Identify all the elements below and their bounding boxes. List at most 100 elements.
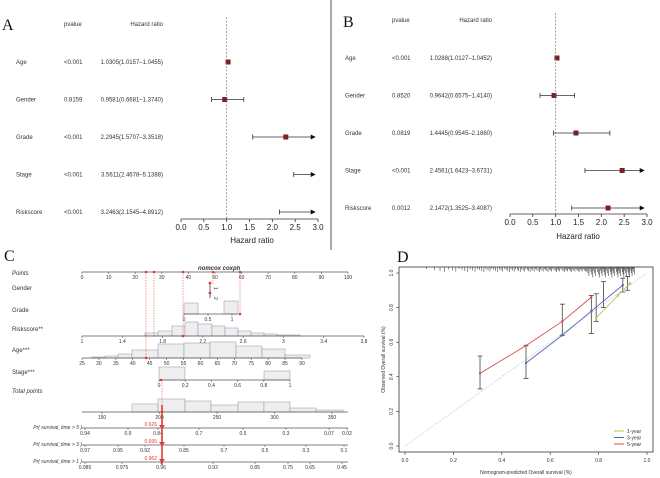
series-point [524, 361, 528, 365]
panel-a-pvalue-header: pvalue [64, 22, 82, 28]
surv3-tick-label: 0.5 [262, 448, 269, 454]
ci-arrow [310, 172, 316, 177]
panel-c-title: nomcox coxph [198, 266, 241, 272]
riskscore-row-label: Riskscore** [12, 327, 44, 333]
grade-tick-label: 0.5 [205, 317, 212, 323]
panel-b-label: B [343, 14, 354, 31]
series-point [621, 283, 624, 287]
riskscore-tick-label: 3.8 [361, 339, 368, 345]
row-pvalue: <0.001 [64, 210, 83, 216]
riskscore-tick-label: 3.4 [320, 339, 327, 345]
total-points-tick-label: 150 [98, 415, 107, 421]
surv5-tick-label: 0.5 [240, 431, 247, 437]
row-pvalue: <0.001 [64, 60, 83, 66]
panel-d-label: D [397, 249, 409, 266]
points-tick-label: 100 [344, 275, 353, 281]
histogram-bar [117, 353, 133, 359]
x-tick-label: 1.5 [573, 218, 585, 227]
points-row-label: Points [12, 271, 29, 277]
series-point [628, 282, 632, 285]
total-row-label: Total points [12, 389, 42, 395]
x-tick-label: 0.8 [595, 458, 602, 464]
surv3-tick-label: 0.85 [179, 448, 189, 454]
histogram-bar [211, 325, 226, 337]
age-tick-label: 75 [248, 361, 254, 367]
row-pvalue: <0.001 [64, 173, 83, 179]
panel-a: A pvalue Hazard ratio Age <0.001 1.0305(1.… [2, 17, 324, 245]
points-tick-label: 30 [159, 275, 165, 281]
surv5-tick-label: 0.07 [324, 431, 334, 437]
series-point [594, 316, 598, 320]
stage-tick-label: 0.2 [182, 383, 189, 389]
row-name: Grade [345, 131, 362, 137]
age-tick-label: 80 [265, 361, 271, 367]
grade-row-label: Grade [12, 308, 29, 314]
series-line-5-year [479, 296, 592, 374]
histogram-bar [157, 343, 185, 359]
histogram-bar [237, 330, 252, 337]
series-point [590, 309, 593, 313]
riskscore-tick-label: 2.2 [199, 339, 206, 345]
histogram-bar [183, 302, 199, 315]
row-pvalue: 0.8520 [392, 94, 411, 100]
row-hr-text: 2.4561(1.6423–3.6731) [430, 169, 492, 175]
total-points-tick-label: 200 [155, 415, 164, 421]
points-tick-label: 40 [186, 275, 192, 281]
surv3-tick-label: 0.7 [221, 448, 228, 454]
surv1-value: 0.962 [144, 456, 157, 462]
x-tick-label: 1.0 [550, 218, 562, 227]
gender-row-label: Gender [12, 286, 32, 292]
panel-a-plot: 0.0 0.5 1.0 1.5 2.0 2.5 3.0 [175, 17, 324, 232]
total-points-tick-label: 300 [270, 415, 279, 421]
row-pvalue: 0.8159 [64, 98, 83, 104]
age-tick-label: 65 [215, 361, 221, 367]
x-tick-label: 0.0 [175, 223, 187, 232]
row-name: Riskscore [345, 206, 372, 212]
histogram-bar [184, 400, 212, 413]
ci-arrow [639, 205, 645, 211]
ci-arrow [310, 134, 316, 140]
x-tick-label: 2.5 [619, 218, 631, 227]
histogram-bar [237, 401, 265, 413]
guide-point [238, 312, 242, 316]
panel-a-label: A [2, 17, 14, 34]
surv1-tick-label: 0.96 [156, 465, 166, 471]
hr-marker [619, 168, 625, 173]
y-tick-label: 0.6 [389, 339, 395, 346]
surv3-tick-label: 0.92 [140, 448, 150, 454]
row-hr-text: 2.1472(1.3525–3.4087) [430, 206, 492, 212]
hr-marker [554, 55, 560, 61]
surv1-tick-label: 0.975 [116, 465, 129, 471]
stage-tick-label: 1 [289, 383, 292, 389]
histogram-bar [210, 404, 239, 413]
hr-marker [283, 134, 289, 140]
points-tick-label: 0 [81, 275, 84, 281]
gender-tick-2: 2 [212, 297, 218, 300]
histogram-bar [209, 341, 237, 359]
total-points-tick-label: 250 [213, 415, 222, 421]
panel-a-rows: Age <0.001 1.0305(1.0157–1.0455) Gender 0.81… [16, 60, 163, 216]
surv5-tick-label: 0.02 [342, 431, 352, 437]
panel-b-rows: Age <0.001 1.0288(1.0127–1.0452) Gender 0.85… [345, 56, 492, 212]
panel-a-hr-header: Hazard ratio [130, 22, 163, 28]
points-tick-label: 50 [212, 275, 218, 281]
y-axis-label: Observed Overall survival (%) [381, 326, 387, 393]
guide-point [211, 270, 215, 274]
age-tick-label: 45 [147, 361, 153, 367]
row-hr-text: 0.9581(0.6681–1.3740) [101, 98, 163, 104]
hr-marker [605, 205, 611, 211]
surv3-value: 0.695 [144, 439, 157, 445]
series-point [616, 294, 620, 297]
histogram-bar [184, 321, 199, 337]
surv1-tick-label: 0.985 [79, 465, 92, 471]
hr-marker [222, 97, 228, 102]
panel-a-xlabel: Hazard ratio [230, 236, 274, 245]
histogram-bar [197, 323, 213, 337]
x-tick-label: 0.5 [527, 218, 539, 227]
histogram-bar [158, 366, 186, 381]
histogram-bar [289, 407, 317, 413]
x-tick-label: 1.0 [644, 458, 651, 464]
histogram-bar [144, 332, 159, 337]
guide-point [144, 270, 148, 274]
